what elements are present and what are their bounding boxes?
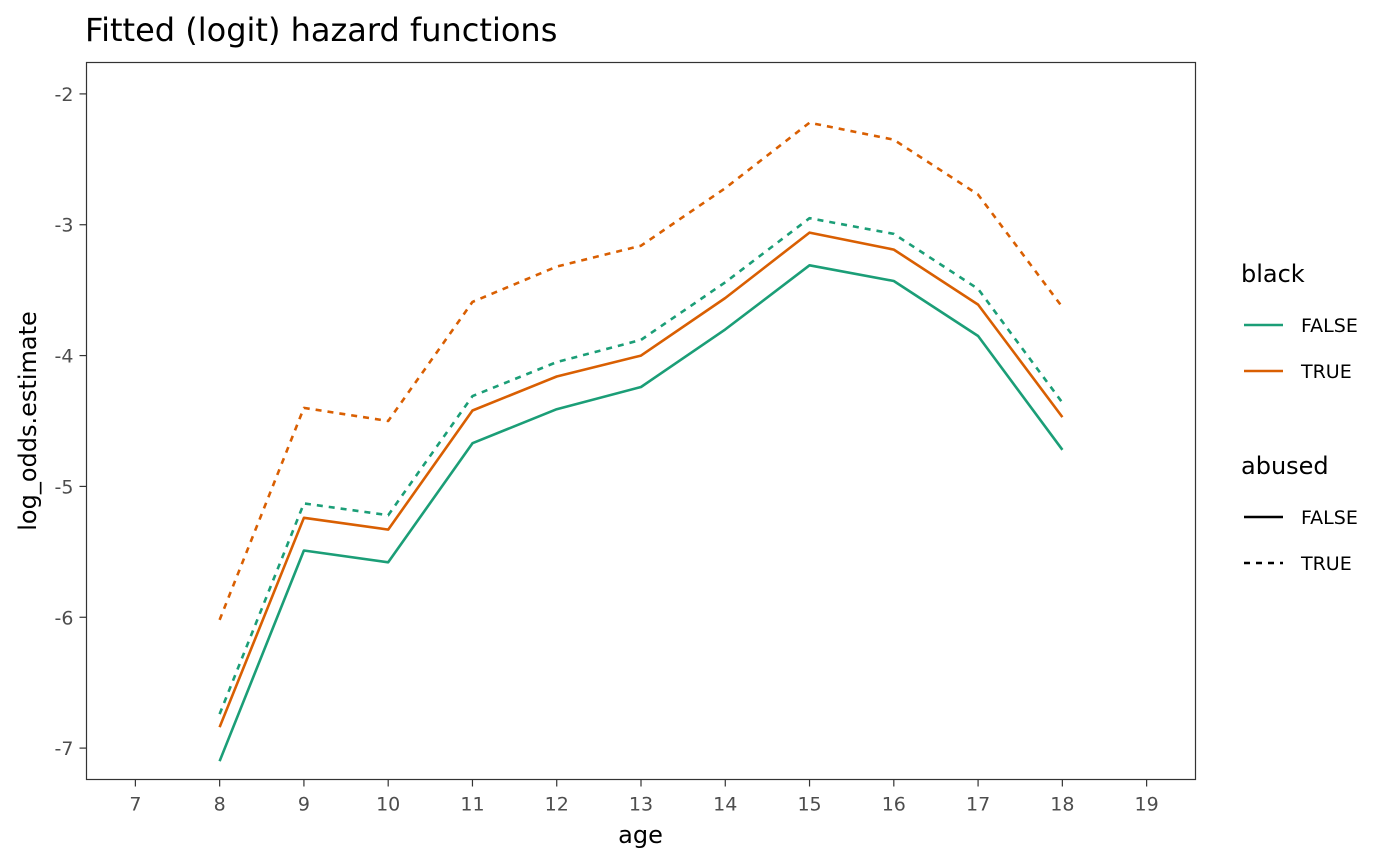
x-tick-label: 10 [376,794,400,816]
x-tick-label: 19 [1135,794,1159,816]
legend-label-abused-false: FALSE [1301,507,1358,529]
x-tick-label: 9 [298,794,310,816]
y-axis: -7 -6 -5 -4 -3 -2 [55,84,87,760]
x-tick-label: 16 [882,794,906,816]
x-tick-label: 12 [545,794,569,816]
chart-title: Fitted (logit) hazard functions [85,11,557,49]
y-tick-label: -4 [55,346,74,368]
x-tick-label: 13 [629,794,653,816]
y-tick-label: -7 [55,738,74,760]
x-tick-label: 15 [797,794,821,816]
series-line-black-false-abused-true [218,216,1064,715]
x-tick-label: 14 [713,794,737,816]
legend-title-black: black [1241,260,1305,288]
x-tick-label: 18 [1050,794,1074,816]
x-tick-label: 7 [129,794,141,816]
y-tick-label: -6 [55,607,74,629]
x-axis-title: age [618,821,663,849]
series-line-black-true-abused-true [218,121,1064,621]
y-tick-label: -5 [55,476,74,498]
legend-title-abused: abused [1241,452,1329,480]
x-axis: 7 8 9 10 11 12 13 14 15 16 17 18 19 [129,779,1159,816]
y-tick-label: -3 [55,215,74,237]
x-tick-label: 11 [460,794,484,816]
legend: black FALSE TRUE abused FALSE TRUE [1241,260,1358,575]
x-tick-label: 8 [214,794,226,816]
plot-panel [85,61,1197,781]
y-axis-title: log_odds.estimate [14,311,42,530]
legend-label-black-true: TRUE [1300,361,1352,383]
series-line-black-false-abused-false [218,263,1064,762]
series-line-black-true-abused-false [218,231,1064,728]
series-layer [218,121,1064,762]
legend-label-black-false: FALSE [1301,315,1358,337]
y-tick-label: -2 [55,84,74,106]
x-tick-label: 17 [966,794,990,816]
legend-label-abused-true: TRUE [1300,553,1352,575]
